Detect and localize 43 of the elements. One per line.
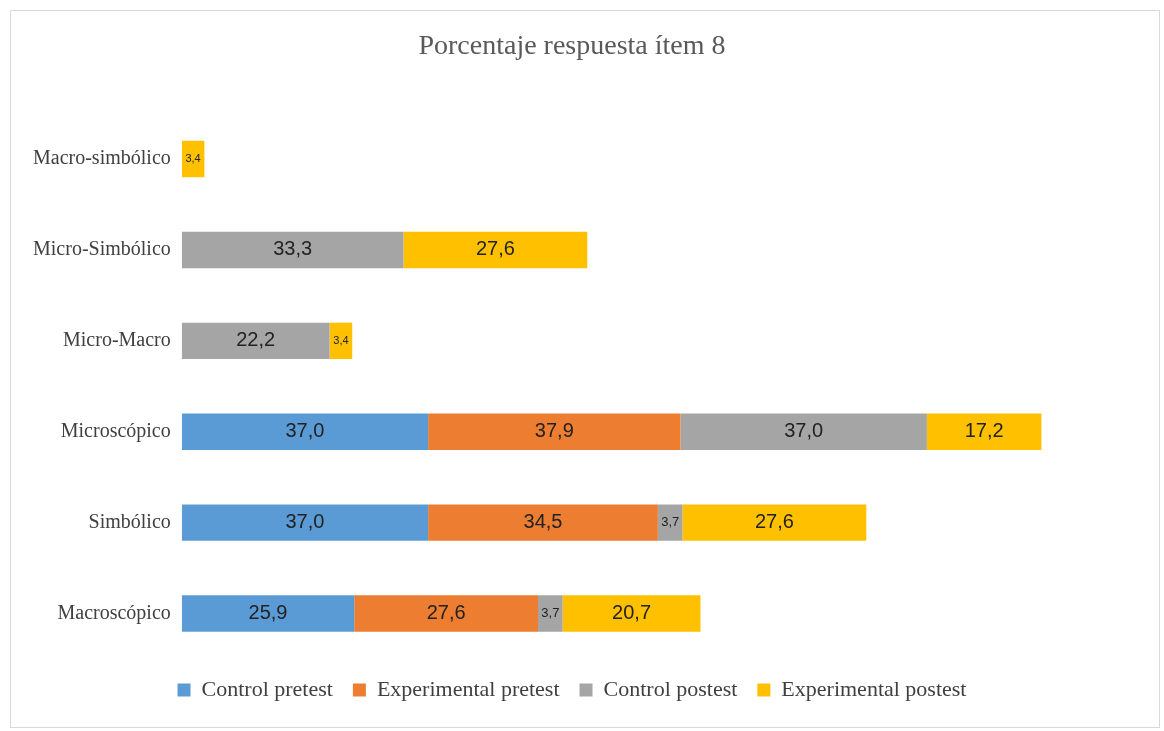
data-label: 17,2 <box>964 419 1004 442</box>
data-label: 25,9 <box>248 601 288 624</box>
bar <box>682 504 867 541</box>
legend-label: Control pretest <box>201 675 333 701</box>
chart-title: Porcentaje respuesta ítem 8 <box>418 29 726 61</box>
bar <box>181 504 429 541</box>
data-label: 3,7 <box>661 514 680 530</box>
bar <box>181 231 404 269</box>
data-label: 37,0 <box>784 419 824 442</box>
bar <box>428 413 681 450</box>
y-tick-label: Macro-simbólico <box>33 146 171 169</box>
data-label: 37,0 <box>285 419 325 442</box>
bar <box>403 231 588 269</box>
legend-label: Experimental pretest <box>376 675 560 701</box>
data-label: 34,5 <box>523 510 563 533</box>
bar <box>680 413 927 450</box>
bar <box>354 595 539 632</box>
y-tick-label: Simbólico <box>88 509 171 532</box>
data-label: 3,4 <box>333 333 349 346</box>
data-label: 22,2 <box>236 328 276 351</box>
y-tick-label: Macroscópico <box>57 600 171 624</box>
bar <box>181 413 429 450</box>
bar <box>562 595 701 632</box>
data-label: 27,6 <box>475 237 515 260</box>
data-label: 3,7 <box>541 605 560 621</box>
bar <box>181 595 355 632</box>
bar <box>657 504 683 541</box>
data-label: 3,4 <box>185 152 201 165</box>
y-tick-label: Microscópico <box>60 419 171 442</box>
y-tick-label: Micro-Simbólico <box>33 237 171 260</box>
data-label: 27,6 <box>426 601 466 624</box>
data-label: 27,6 <box>754 510 794 533</box>
data-label: 37,0 <box>285 510 325 533</box>
y-tick-label: Micro-Macro <box>63 328 171 351</box>
data-label: 37,9 <box>534 419 574 442</box>
legend-label: Experimental postest <box>781 675 967 701</box>
data-label: 33,3 <box>273 237 313 260</box>
bar <box>181 322 330 360</box>
bar <box>428 504 658 541</box>
data-label: 20,7 <box>612 601 652 624</box>
legend-label: Control postest <box>603 675 738 701</box>
bar <box>926 413 1042 450</box>
bar <box>538 595 563 632</box>
